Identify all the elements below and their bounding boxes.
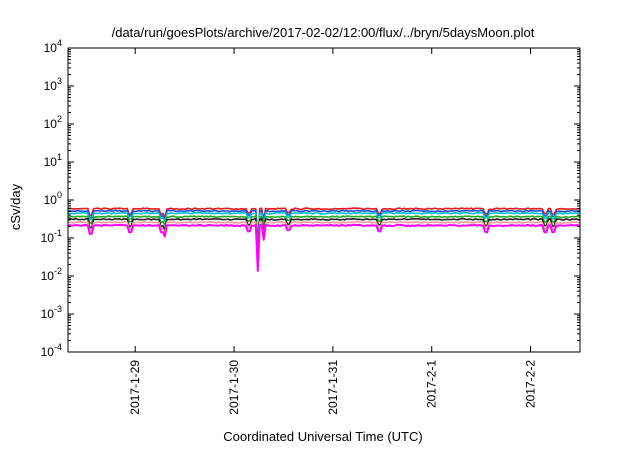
x-tick-label: 2017-2-2 bbox=[524, 360, 538, 408]
y-tick-label: 10-4 bbox=[41, 342, 62, 359]
series-line bbox=[67, 209, 581, 247]
x-tick-label: 2017-1-31 bbox=[326, 360, 340, 415]
series-line bbox=[67, 211, 581, 250]
x-tick-label: 2017-1-30 bbox=[227, 360, 241, 415]
series-line bbox=[67, 217, 581, 266]
y-tick-label: 10-2 bbox=[41, 266, 62, 283]
axis-layer: 10-4 10-3 10-2 10-1 100 101 102 103 104 2017-1-29… bbox=[41, 38, 580, 415]
y-tick-label: 10-1 bbox=[41, 228, 62, 245]
plot-frame bbox=[67, 47, 581, 353]
series-line bbox=[67, 223, 581, 272]
series-line bbox=[67, 220, 581, 269]
x-tick-label: 2017-2-1 bbox=[425, 360, 439, 408]
y-tick-label: 104 bbox=[44, 38, 62, 55]
x-tick-label: 2017-1-29 bbox=[128, 360, 142, 415]
series-line bbox=[67, 215, 581, 252]
y-axis-label: cSv/day bbox=[8, 183, 23, 230]
chart-title: /data/run/goesPlots/archive/2017-02-02/1… bbox=[112, 25, 535, 40]
y-tick-label: 102 bbox=[44, 114, 62, 131]
y-tick-label: 103 bbox=[44, 76, 62, 93]
x-axis-label: Coordinated Universal Time (UTC) bbox=[223, 429, 422, 444]
y-tick-label: 10-3 bbox=[41, 304, 62, 321]
series-layer bbox=[67, 207, 581, 272]
series-line bbox=[67, 207, 581, 245]
y-tick-label: 101 bbox=[44, 152, 62, 169]
y-tick-label: 100 bbox=[44, 190, 62, 207]
